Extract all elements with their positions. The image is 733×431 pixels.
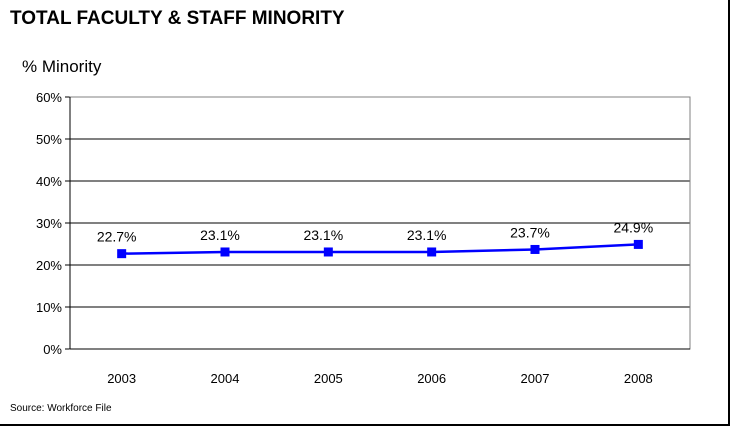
chart-title: TOTAL FACULTY & STAFF MINORITY xyxy=(10,8,345,29)
y-tick-label: 10% xyxy=(36,300,62,315)
data-point xyxy=(323,247,333,257)
data-point xyxy=(633,239,643,249)
data-label: 24.9% xyxy=(613,219,653,235)
x-tick-label: 2006 xyxy=(417,371,446,386)
series-line xyxy=(121,243,639,255)
x-tick-label: 2003 xyxy=(107,371,136,386)
data-point xyxy=(117,249,127,259)
y-tick-label: 50% xyxy=(36,132,62,147)
data-label: 23.1% xyxy=(407,227,447,243)
y-tick-label: 30% xyxy=(36,216,62,231)
data-label: 22.7% xyxy=(97,229,137,245)
x-tick-label: 2008 xyxy=(624,371,653,386)
data-label: 23.7% xyxy=(510,224,550,240)
data-label: 23.1% xyxy=(200,227,240,243)
data-point xyxy=(427,247,437,257)
x-tick-label: 2007 xyxy=(521,371,550,386)
source-note: Source: Workforce File xyxy=(10,403,112,414)
x-tick-label: 2004 xyxy=(211,371,240,386)
data-point xyxy=(220,247,230,257)
y-axis-label: % Minority xyxy=(22,57,102,76)
data-label: 23.1% xyxy=(303,227,343,243)
x-tick-label: 2005 xyxy=(314,371,343,386)
y-tick-label: 60% xyxy=(36,90,62,105)
y-tick-label: 40% xyxy=(36,174,62,189)
data-point xyxy=(530,244,540,254)
y-tick-label: 0% xyxy=(43,342,62,357)
y-tick-label: 20% xyxy=(36,258,62,273)
